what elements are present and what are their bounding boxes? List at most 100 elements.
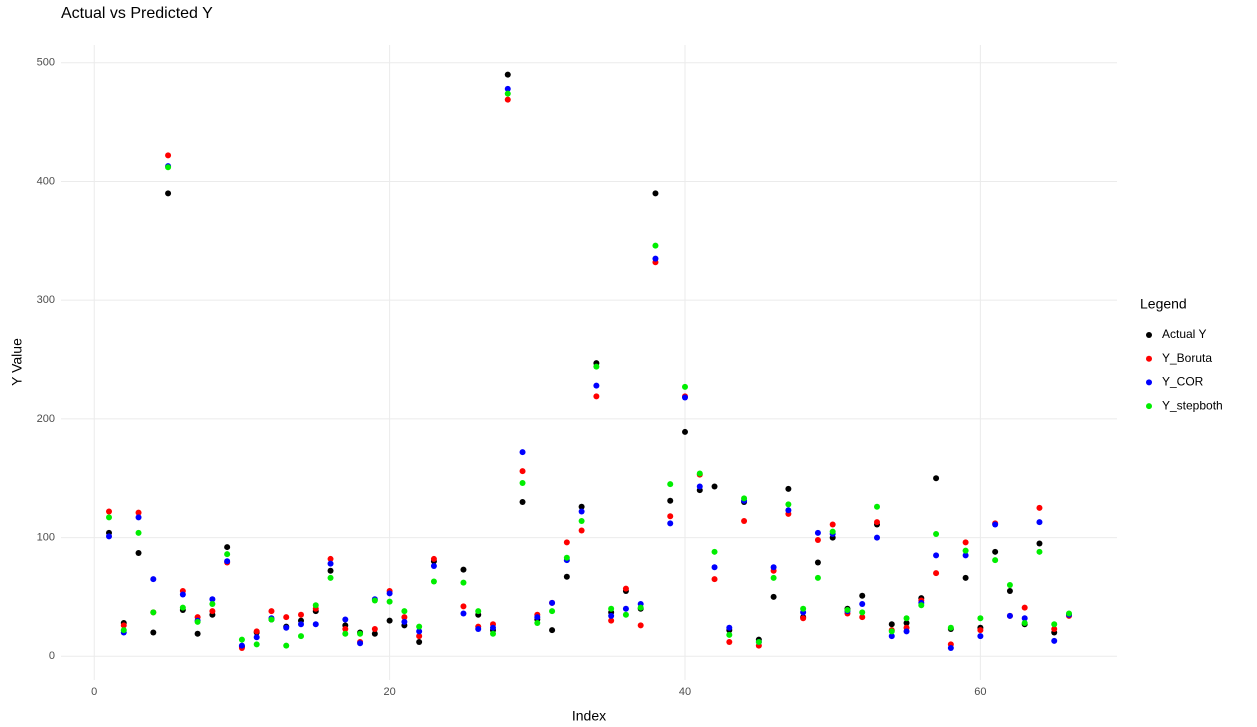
point: [1021, 620, 1028, 627]
point: [696, 470, 703, 477]
point: [209, 601, 216, 608]
point: [150, 576, 157, 583]
point: [593, 363, 600, 370]
point: [859, 614, 866, 621]
point: [800, 615, 807, 622]
point: [401, 608, 408, 615]
point: [1006, 587, 1013, 594]
point: [1051, 637, 1058, 644]
point: [490, 630, 496, 637]
point: [1006, 582, 1013, 589]
point: [785, 507, 792, 514]
point: [933, 570, 940, 577]
point: [859, 609, 866, 616]
point: [874, 503, 880, 510]
point: [120, 622, 127, 629]
point: [711, 576, 718, 583]
point: [460, 603, 467, 610]
point: [578, 527, 585, 534]
point: [903, 620, 910, 627]
point: [179, 591, 186, 598]
point: [165, 164, 172, 171]
point: [800, 605, 807, 612]
point: [682, 394, 688, 401]
point: [120, 627, 127, 634]
point: [135, 509, 142, 516]
point: [578, 508, 585, 515]
point: [357, 640, 364, 647]
x-tick-label: 20: [383, 686, 395, 698]
point: [785, 485, 792, 492]
point: [888, 633, 895, 640]
point: [327, 560, 334, 567]
point: [888, 621, 895, 628]
point: [519, 479, 526, 486]
legend-label: Y_COR: [1162, 375, 1204, 389]
point: [504, 96, 511, 103]
point: [608, 617, 615, 624]
point: [918, 602, 925, 609]
point: [342, 625, 349, 632]
point: [238, 642, 245, 649]
point: [268, 616, 275, 623]
y-axis-label: Y Value: [9, 338, 25, 386]
point: [386, 617, 393, 624]
point: [770, 564, 777, 571]
point: [1021, 604, 1028, 611]
point: [342, 630, 349, 637]
point: [726, 639, 733, 646]
point: [371, 625, 378, 632]
point: [933, 531, 940, 538]
point: [844, 606, 851, 613]
point: [992, 548, 999, 555]
legend-marker: [1146, 379, 1152, 386]
point: [652, 255, 659, 262]
point: [342, 616, 349, 623]
point: [682, 428, 688, 435]
x-tick-label: 40: [679, 686, 691, 698]
point: [194, 630, 201, 637]
point: [135, 514, 142, 521]
point: [179, 604, 186, 611]
point: [1036, 540, 1043, 547]
point: [903, 628, 910, 635]
point: [106, 533, 112, 540]
x-tick-label: 0: [91, 686, 97, 698]
point: [238, 636, 245, 643]
point: [637, 622, 644, 629]
point: [416, 633, 423, 640]
point: [711, 564, 718, 571]
point: [253, 641, 260, 648]
point: [504, 71, 511, 78]
y-tick-label: 300: [37, 294, 55, 306]
point: [194, 618, 201, 625]
point: [224, 551, 231, 558]
point: [622, 611, 629, 618]
point: [224, 544, 231, 551]
point: [298, 611, 304, 618]
point: [829, 521, 836, 528]
point: [224, 558, 231, 565]
point: [622, 585, 629, 592]
legend-title: Legend: [1140, 296, 1187, 312]
point: [977, 627, 984, 634]
point: [711, 483, 718, 490]
x-axis-label: Index: [572, 708, 606, 724]
point: [578, 503, 585, 510]
y-tick-label: 500: [37, 57, 55, 69]
point: [741, 495, 748, 502]
point: [401, 618, 408, 625]
point: [726, 624, 733, 631]
point: [992, 521, 999, 528]
point: [534, 620, 541, 627]
point: [1066, 610, 1072, 617]
point: [475, 625, 482, 632]
point: [460, 610, 467, 617]
point: [874, 534, 880, 541]
legend-marker: [1146, 403, 1152, 410]
point: [814, 536, 821, 543]
point: [460, 566, 467, 573]
point: [1051, 625, 1058, 632]
point: [165, 152, 172, 159]
point: [933, 475, 940, 482]
